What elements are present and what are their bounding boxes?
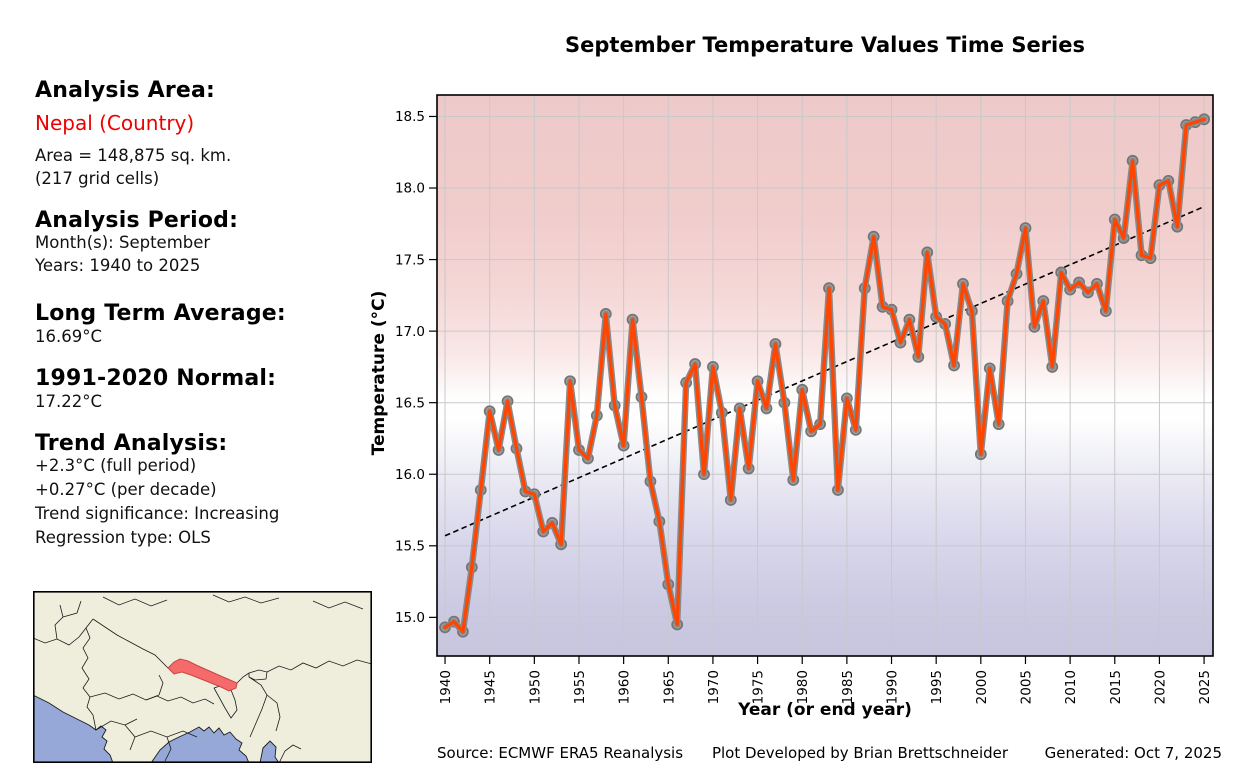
x-axis-label: Year (or end year): [738, 700, 912, 720]
footer-credit: Plot Developed by Brian Brettschneider: [711, 744, 1009, 762]
svg-text:1985: 1985: [840, 670, 856, 704]
map-ocean-notch: [259, 740, 280, 763]
map-borders: [33, 594, 372, 763]
svg-text:1960: 1960: [617, 670, 633, 704]
svg-text:1950: 1950: [527, 670, 543, 704]
axis-ticks: [429, 115, 1205, 664]
analysis-area-heading: Analysis Area:: [35, 78, 216, 103]
region-map: [33, 591, 372, 763]
svg-text:1990: 1990: [885, 670, 901, 704]
series-line: [443, 117, 1206, 634]
svg-text:2020: 2020: [1152, 670, 1168, 704]
chart-title: September Temperature Values Time Series: [565, 33, 1085, 57]
trend-per-decade: +0.27°C (per decade): [35, 480, 217, 499]
svg-text:18.0: 18.0: [395, 181, 425, 197]
analysis-months: Month(s): September: [35, 233, 211, 252]
grid-cells: (217 grid cells): [35, 169, 160, 188]
analysis-years: Years: 1940 to 2025: [35, 256, 201, 275]
svg-text:16.0: 16.0: [395, 467, 425, 483]
analysis-sidebar: Analysis Area: Nepal (Country) Area = 14…: [0, 0, 420, 780]
svg-text:1955: 1955: [572, 670, 588, 704]
normal-value: 17.22°C: [35, 392, 103, 411]
nepal-highlight: [167, 658, 238, 692]
plot-frame: [436, 94, 1214, 657]
svg-text:2005: 2005: [1018, 670, 1034, 704]
footer-source: Source: ECMWF ERA5 Reanalysis: [437, 744, 684, 762]
trend-line: [444, 205, 1205, 537]
svg-text:15.5: 15.5: [395, 539, 425, 555]
long-term-average-heading: Long Term Average:: [35, 301, 286, 326]
svg-text:2000: 2000: [974, 670, 990, 704]
footer-generated: Generated: Oct 7, 2025: [1044, 744, 1222, 762]
map-ocean-arabian-sea: [33, 694, 114, 763]
long-term-average-value: 16.69°C: [35, 327, 103, 346]
analysis-area-value: Nepal (Country): [35, 111, 195, 135]
regression-type: Regression type: OLS: [35, 528, 211, 547]
svg-text:17.5: 17.5: [395, 252, 425, 268]
svg-text:1980: 1980: [795, 670, 811, 704]
normal-heading: 1991-2020 Normal:: [35, 366, 277, 391]
map-ocean-bay-of-bengal: [150, 726, 250, 763]
svg-text:18.5: 18.5: [395, 109, 425, 125]
svg-text:1965: 1965: [661, 670, 677, 704]
svg-text:2015: 2015: [1108, 670, 1124, 704]
region-map-svg: [33, 591, 372, 763]
svg-text:15.0: 15.0: [395, 610, 425, 626]
svg-text:1995: 1995: [929, 670, 945, 704]
svg-text:1945: 1945: [483, 670, 499, 704]
svg-text:2025: 2025: [1197, 670, 1213, 704]
chart-gridlines: [437, 95, 1213, 656]
svg-text:1970: 1970: [706, 670, 722, 704]
svg-text:2010: 2010: [1063, 670, 1079, 704]
y-axis-label: Temperature (°C): [369, 290, 389, 456]
axis-tick-labels: 15.0 15.5 16.0 16.5 17.0 17.5 18.0 18.5 1940 1945…: [395, 109, 1213, 704]
trend-full-period: +2.3°C (full period): [35, 456, 197, 475]
svg-text:1940: 1940: [438, 670, 454, 704]
map-frame: [33, 591, 372, 763]
trend-analysis-heading: Trend Analysis:: [35, 431, 228, 456]
analysis-period-heading: Analysis Period:: [35, 208, 239, 233]
svg-text:1975: 1975: [751, 670, 767, 704]
svg-text:17.0: 17.0: [395, 324, 425, 340]
trend-significance: Trend significance: Increasing: [35, 504, 280, 523]
area-size: Area = 148,875 sq. km.: [35, 146, 232, 165]
svg-text:16.5: 16.5: [395, 395, 425, 411]
